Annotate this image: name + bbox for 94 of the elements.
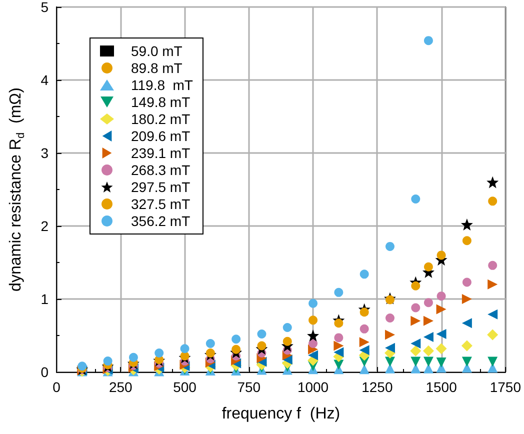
point (488, 356, 498, 367)
legend-label: 89.8 mT (131, 60, 183, 76)
point (411, 194, 420, 204)
legend-label: 239.1 mT (131, 145, 191, 161)
point (308, 298, 318, 308)
x-tick-label: 1000 (297, 379, 329, 395)
point (410, 316, 421, 326)
legend-label: 59.0 mT (131, 43, 183, 59)
point (411, 281, 420, 290)
point (257, 341, 266, 350)
point (359, 364, 370, 374)
point (334, 288, 344, 297)
point (424, 262, 433, 272)
point (154, 348, 164, 358)
point (359, 345, 370, 356)
point (462, 294, 472, 304)
legend-label: 119.8 mT (131, 77, 194, 93)
legend-label: 209.6 mT (131, 128, 191, 144)
point (386, 313, 394, 322)
point (384, 342, 395, 353)
point (334, 333, 344, 342)
point (487, 329, 498, 340)
point (103, 356, 112, 366)
point (308, 339, 318, 348)
point (308, 316, 318, 325)
point (462, 236, 472, 246)
y-axis-title: dynamic resistance Rd (mΩ) (8, 88, 27, 292)
point (424, 298, 433, 308)
x-tick-label: 1750 (490, 379, 522, 395)
point (488, 196, 498, 206)
y-tick-label: 2 (40, 218, 49, 234)
point (180, 344, 190, 354)
point (411, 303, 420, 312)
point (359, 337, 370, 348)
point (462, 356, 472, 367)
legend-label: 268.3 mT (131, 162, 191, 178)
point (128, 352, 138, 362)
point (410, 356, 421, 367)
point (232, 344, 241, 354)
point (424, 36, 433, 46)
point (423, 356, 434, 367)
x-tick-label: 250 (108, 379, 133, 395)
point (334, 347, 344, 358)
y-tick-label: 5 (40, 0, 49, 15)
point (436, 304, 446, 314)
point (436, 343, 447, 354)
point (436, 329, 446, 340)
legend-label: 180.2 mT (131, 111, 191, 127)
point (307, 330, 320, 342)
point (360, 324, 369, 334)
point (232, 334, 241, 344)
legend-label: 327.5 mT (131, 196, 191, 212)
point (386, 242, 394, 251)
point (206, 348, 215, 358)
point (462, 278, 472, 287)
y-tick-label: 1 (40, 291, 49, 307)
point (206, 339, 215, 348)
point (360, 308, 369, 317)
point (462, 318, 472, 328)
x-axis-title: frequency f (Hz) (222, 406, 340, 422)
legend-label: 149.8 mT (131, 94, 191, 110)
point (386, 295, 394, 304)
point (461, 340, 472, 352)
point (282, 322, 292, 332)
x-tick-label: 500 (173, 379, 197, 395)
point (423, 316, 434, 326)
point (436, 292, 446, 301)
point (488, 260, 498, 270)
y-tick-label: 4 (40, 72, 49, 88)
point (488, 279, 498, 290)
point (436, 250, 446, 260)
x-tick-label: 0 (52, 379, 61, 395)
x-tick-label: 1500 (426, 379, 458, 395)
y-tick-label: 0 (40, 364, 49, 380)
y-tick-label: 3 (40, 145, 49, 161)
point (334, 340, 344, 351)
point (410, 338, 421, 349)
point (436, 358, 446, 368)
point (257, 330, 266, 339)
point (422, 345, 434, 356)
point (460, 218, 473, 231)
point (410, 345, 422, 356)
legend-label: 356.2 mT (131, 213, 191, 229)
point (423, 332, 434, 342)
point (384, 330, 395, 340)
point (360, 270, 369, 279)
point (486, 176, 499, 188)
point (488, 309, 498, 320)
point (334, 318, 344, 328)
point (282, 336, 292, 346)
point (308, 350, 318, 360)
legend-label: 297.5 mT (131, 179, 191, 195)
x-tick-label: 750 (237, 379, 261, 395)
x-tick-label: 1250 (362, 379, 393, 395)
